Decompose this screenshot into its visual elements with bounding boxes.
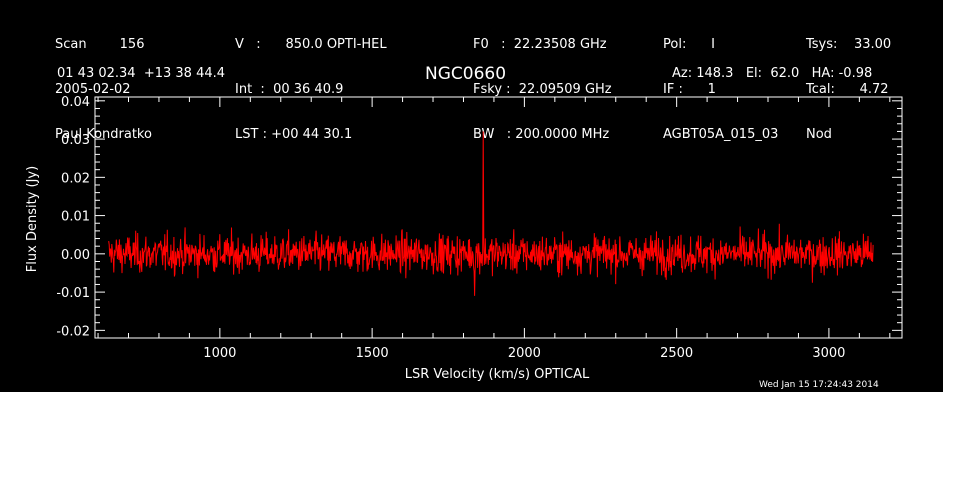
observation-date: 2005-02-02 [55, 82, 131, 97]
header-scan-info: Scan 156 2005-02-02 Paul Kondratko [55, 7, 152, 172]
x-tick-label: 2500 [660, 346, 693, 361]
x-tick-label: 1500 [356, 346, 389, 361]
polarization: Pol: I [663, 37, 715, 52]
y-tick-label: 0.01 [61, 210, 90, 225]
project-id: AGBT05A_015_03 [663, 127, 779, 142]
az-el-ha: Az: 148.3 El: 62.0 HA: -0.98 [672, 66, 873, 81]
header-pol-info: Pol: I IF : 1 AGBT05A_015_03 [663, 7, 778, 172]
rest-frequency: F0 : 22.23508 GHz [473, 37, 607, 52]
x-tick-label: 2000 [508, 346, 541, 361]
scan-number: Scan 156 [55, 37, 145, 52]
observer-name: Paul Kondratko [55, 127, 152, 142]
tcal-value: Tcal: 4.72 [806, 82, 889, 97]
plot-frame [94, 96, 903, 339]
spectrum-chart: 1000 1500 2000 2500 3000 -0.02 -0.01 0.00 0.01 0.… [25, 95, 903, 382]
tsys-value: Tsys: 33.00 [806, 37, 892, 52]
header-frequency-info: F0 : 22.23508 GHz Fsky : 22.09509 GHz BW… [473, 7, 612, 172]
procedure-type: Nod [806, 127, 832, 142]
x-tick-label: 3000 [812, 346, 845, 361]
footer-timestamp: Wed Jan 15 17:24:43 2014 [759, 380, 879, 390]
if-number: IF : 1 [663, 82, 716, 97]
sky-frequency: Fsky : 22.09509 GHz [473, 82, 612, 97]
source-coordinates: 01 43 02.34 +13 38 44.4 [57, 66, 226, 81]
y-tick-label: 0.03 [61, 133, 90, 148]
y-tick-label: -0.01 [56, 286, 90, 301]
y-tick-label: -0.02 [56, 324, 90, 339]
header-velocity-info: V : 850.0 OPTI-HEL Int : 00 36 40.9 LST … [235, 7, 387, 172]
lst-value: LST : +00 44 30.1 [235, 127, 353, 142]
integration-time: Int : 00 36 40.9 [235, 82, 344, 97]
y-tick-label: 0.04 [61, 95, 90, 110]
source-name: NGC0660 [425, 64, 507, 84]
plot-window: Scan 156 2005-02-02 Paul Kondratko V : 8… [0, 0, 943, 392]
y-axis-label: Flux Density (Jy) [25, 166, 40, 272]
x-axis-label: LSR Velocity (km/s) OPTICAL [405, 367, 590, 382]
header-tsys-info: Tsys: 33.00 Tcal: 4.72 Nod [806, 7, 891, 172]
x-tick-label: 1000 [203, 346, 236, 361]
spectrum-line [108, 131, 874, 296]
bandwidth: BW : 200.0000 MHz [473, 127, 610, 142]
y-tick-label: 0.00 [61, 248, 90, 263]
velocity-value: V : 850.0 OPTI-HEL [235, 37, 387, 52]
y-tick-label: 0.02 [61, 171, 90, 186]
